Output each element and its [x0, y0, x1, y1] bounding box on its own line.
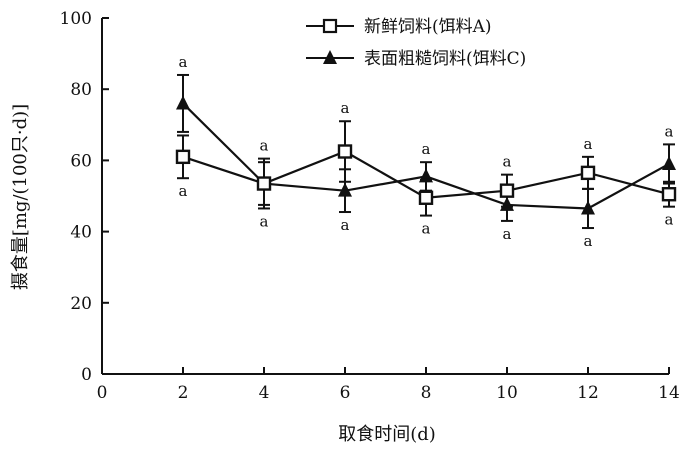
- significance-label: a: [422, 140, 431, 158]
- x-tick-label: 2: [178, 383, 189, 403]
- data-point-square: [256, 176, 272, 191]
- significance-label: a: [584, 232, 593, 250]
- significance-label: a: [503, 225, 512, 243]
- y-tick-label: 80: [70, 80, 92, 100]
- y-tick-label: 60: [70, 151, 92, 171]
- x-axis-title: 取食时间(d): [338, 424, 436, 445]
- significance-label: a: [665, 211, 674, 229]
- y-tick-label: 100: [60, 9, 92, 29]
- x-tick-label: 12: [577, 383, 599, 403]
- significance-label: a: [422, 220, 431, 238]
- significance-label: a: [341, 99, 350, 117]
- data-point-triangle: [662, 155, 676, 170]
- significance-label: a: [260, 137, 269, 155]
- significance-label: a: [503, 153, 512, 171]
- x-tick-label: 0: [97, 383, 108, 403]
- significance-label: a: [341, 216, 350, 234]
- data-point-square: [418, 190, 434, 205]
- data-point-square: [580, 165, 596, 181]
- data-point-triangle: [338, 182, 352, 197]
- y-tick-label: 0: [81, 365, 92, 385]
- x-tick-label: 4: [259, 383, 270, 403]
- axes: [101, 18, 669, 375]
- y-tick-label: 20: [70, 294, 92, 314]
- legend-label-series-c: 表面粗糙饲料(饵料C): [364, 49, 526, 69]
- data-point-triangle: [176, 95, 190, 110]
- data-point-square: [661, 187, 677, 202]
- ticks: 0 20 40 60 80 100 0 2 4 6 8 10 12 14: [60, 9, 680, 403]
- y-tick-label: 40: [70, 223, 92, 243]
- data-point-square: [499, 183, 515, 198]
- significance-label: a: [179, 53, 188, 71]
- significance-labels: a a a a a a a a a a a a a a: [179, 53, 674, 250]
- x-tick-label: 14: [658, 383, 680, 403]
- significance-label: a: [179, 182, 188, 200]
- significance-label: a: [584, 135, 593, 153]
- significance-label: a: [260, 212, 269, 230]
- legend: 新鲜饲料(饵料A) 表面粗糙饲料(饵料C): [306, 17, 526, 69]
- legend-marker-series-a: [322, 18, 338, 34]
- x-tick-label: 6: [340, 383, 351, 403]
- legend-marker-series-c: [323, 50, 337, 64]
- series-a: [175, 120, 677, 217]
- legend-item-series-c: 表面粗糙饲料(饵料C): [306, 49, 526, 69]
- legend-label-series-a: 新鲜饲料(饵料A): [364, 17, 492, 37]
- x-tick-label: 10: [496, 383, 518, 403]
- series-layer: [175, 73, 677, 230]
- data-point-triangle: [581, 200, 595, 215]
- data-point-square: [337, 144, 353, 159]
- legend-item-series-a: 新鲜饲料(饵料A): [306, 17, 492, 37]
- significance-label: a: [665, 122, 674, 140]
- data-point-triangle: [419, 168, 433, 183]
- data-point-square: [175, 149, 191, 165]
- x-tick-label: 8: [421, 383, 432, 403]
- y-axis-title: 摄食量[mg/(100只·d)]: [10, 104, 31, 290]
